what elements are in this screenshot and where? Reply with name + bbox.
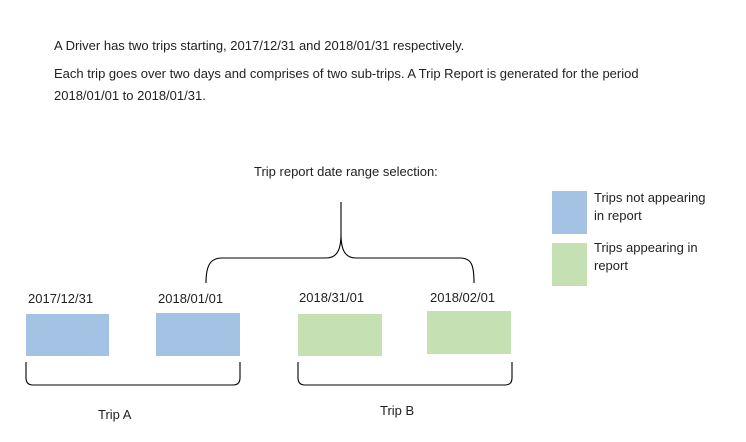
trip-a-bracket	[25, 362, 241, 386]
subtrip-date-4: 2018/02/01	[430, 290, 496, 305]
selection-label: Trip report date range selection:	[254, 164, 438, 179]
trip-b-bracket	[297, 362, 513, 386]
legend-swatch-in-report	[552, 243, 587, 286]
legend-label-not-in-report: Trips not appearing in report	[594, 190, 706, 223]
legend-label-in-report: Trips appearing in report	[594, 240, 698, 273]
subtrip-date-2: 2018/01/01	[158, 291, 224, 306]
intro-line-1: A Driver has two trips starting, 2017/12…	[54, 38, 465, 53]
subtrip-box-3	[298, 314, 382, 356]
subtrip-box-4	[427, 311, 511, 354]
intro-line-3: 2018/01/01 to 2018/01/31.	[54, 88, 206, 103]
legend-swatch-not-in-report	[552, 191, 587, 234]
intro-line-2: Each trip goes over two days and compris…	[54, 66, 639, 81]
subtrip-date-1: 2017/12/31	[28, 291, 94, 306]
trip-a-label: Trip A	[98, 407, 132, 422]
subtrip-box-1	[26, 314, 109, 356]
range-selection-brace	[205, 202, 475, 284]
trip-b-label: Trip B	[380, 403, 415, 418]
subtrip-date-3: 2018/31/01	[299, 290, 365, 305]
subtrip-box-2	[156, 313, 240, 356]
